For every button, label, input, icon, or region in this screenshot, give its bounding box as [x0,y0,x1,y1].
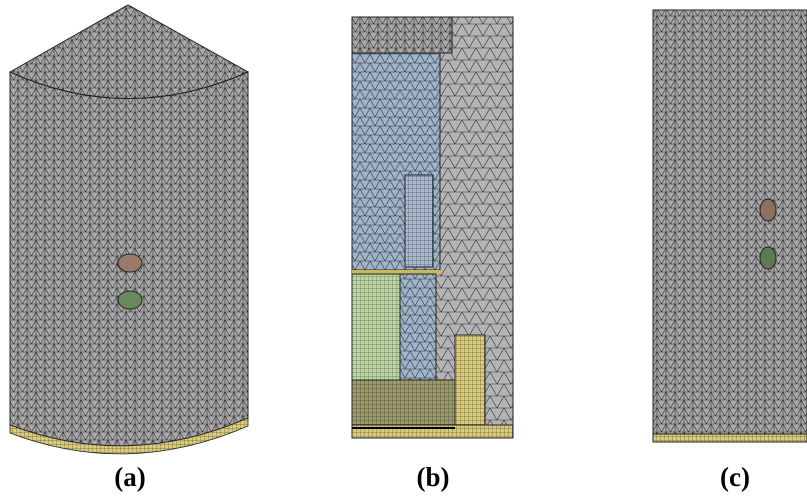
panel-label: (b) [417,462,450,492]
mesh-region [405,175,433,267]
mesh-region [352,17,452,53]
mesh-region [400,274,436,380]
panel-c [653,10,807,442]
panel-a [10,5,248,454]
mesh-domain [653,10,807,434]
cylinder-top [10,5,248,99]
figure: (a) (b) (c) [0,0,807,502]
mesh-region [352,270,442,274]
mesh-region [352,274,400,380]
mesh-region [455,335,485,425]
panel-b [352,17,513,438]
panel-label: (a) [114,462,145,492]
inclusion [760,247,776,269]
panel-label: (c) [720,462,750,492]
inclusion [118,291,142,309]
bottom-layer [653,434,807,442]
mesh-region [352,380,455,425]
inclusion [760,199,776,221]
inclusion [118,254,142,272]
bottom-layer [352,425,513,438]
